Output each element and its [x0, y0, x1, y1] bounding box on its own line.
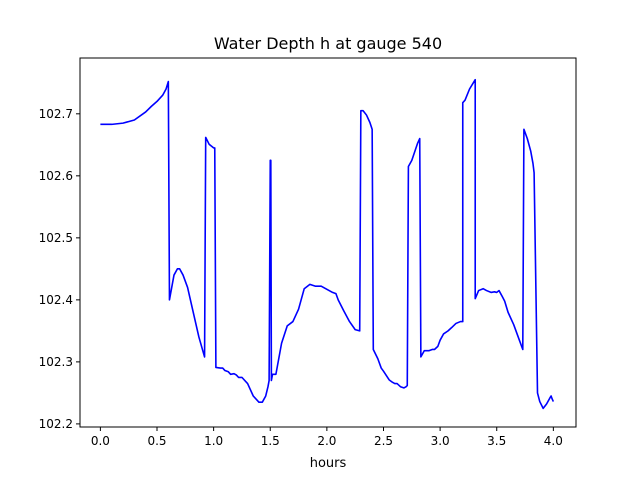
x-axis-label: hours	[310, 456, 347, 471]
axes-frame	[79, 57, 577, 428]
y-tick-label: 102.6	[39, 169, 73, 183]
x-tick-label: 0.5	[147, 434, 166, 448]
chart-title: Water Depth h at gauge 540	[214, 34, 442, 53]
x-tick-label: 1.5	[261, 434, 280, 448]
x-tick-label: 1.0	[204, 434, 223, 448]
series-line-1	[100, 78, 555, 410]
x-tick-label: 2.0	[317, 434, 336, 448]
x-tick-label: 0.0	[91, 434, 110, 448]
x-axis: 0.0 0.5 1.0 1.5 2.0 2.5 3.0 3.5 4.0	[91, 427, 563, 448]
y-tick-label: 102.5	[39, 231, 73, 245]
y-tick-label: 102.7	[39, 107, 73, 121]
y-tick-label: 102.4	[39, 293, 73, 307]
x-tick-label: 3.5	[487, 434, 506, 448]
x-tick-label: 3.0	[431, 434, 450, 448]
plot-area	[79, 57, 577, 428]
y-tick-label: 102.2	[39, 417, 73, 431]
y-tick-label: 102.3	[39, 355, 73, 369]
series-layer	[100, 78, 555, 410]
x-tick-label: 4.0	[544, 434, 563, 448]
x-tick-label: 2.5	[374, 434, 393, 448]
y-axis: 102.2 102.3 102.4 102.5 102.6 102.7	[39, 107, 80, 431]
